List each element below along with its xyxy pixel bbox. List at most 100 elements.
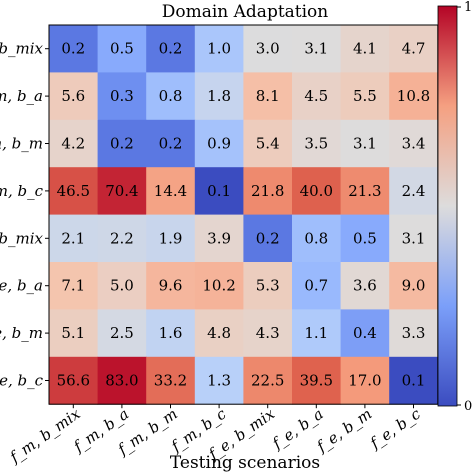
heatmap-cell-value: 17.0	[348, 372, 381, 390]
heatmap-cell-value: 3.9	[207, 229, 231, 247]
heatmap-cell-value: 21.8	[251, 182, 284, 200]
heatmap-cell-value: 5.1	[61, 324, 85, 342]
heatmap-cell-value: 4.5	[304, 87, 328, 105]
heatmap-cell	[49, 356, 99, 405]
colorbar	[437, 5, 458, 407]
heatmap-cell-value: 5.4	[256, 135, 280, 153]
x-tick-label: f_e, b_c	[366, 404, 424, 452]
heatmap-cell-value: 3.1	[402, 229, 426, 247]
heatmap-cell	[389, 356, 439, 405]
heatmap-cell	[194, 309, 244, 358]
heatmap-cell	[340, 119, 390, 168]
heatmap-cell-value: 3.1	[304, 40, 328, 58]
heatmap-cell-value: 40.0	[300, 182, 333, 200]
heatmap-cell-value: 1.8	[207, 87, 231, 105]
heatmap-cell	[340, 25, 390, 73]
heatmap-cell	[340, 262, 390, 310]
heatmap-cell	[97, 72, 147, 121]
heatmap-cell-value: 0.2	[256, 229, 280, 247]
heatmap-cell	[340, 214, 390, 263]
heatmap-cell	[243, 356, 293, 405]
heatmap-cell	[243, 262, 293, 310]
heatmap-cell	[292, 356, 342, 405]
heatmap-cell	[49, 25, 99, 73]
heatmap-cell	[97, 214, 147, 263]
heatmap-cell-value: 7.1	[61, 277, 85, 295]
heatmap-cell-value: 0.2	[159, 40, 183, 58]
x-axis-label: Testing scenarios	[170, 453, 320, 473]
heatmap-cell	[389, 25, 439, 73]
heatmap-cell	[97, 356, 147, 405]
heatmap-cell-value: 9.6	[159, 277, 183, 295]
heatmap-cell-value: 1.3	[207, 372, 231, 390]
heatmap-cell	[243, 25, 293, 73]
heatmap-cell-value: 2.1	[61, 229, 85, 247]
heatmap-cell	[243, 214, 293, 263]
heatmap-cell-value: 10.2	[202, 277, 235, 295]
heatmap-cell	[49, 309, 99, 358]
heatmap-cell-value: 10.8	[397, 87, 430, 105]
heatmap-cell-value: 3.3	[402, 324, 426, 342]
heatmap-cell	[97, 119, 147, 168]
heatmap-cell-value: 0.2	[61, 40, 85, 58]
heatmap-cell	[194, 25, 244, 73]
heatmap-cell	[389, 72, 439, 121]
heatmap-cell-value: 5.5	[353, 87, 377, 105]
heatmap-cell	[292, 262, 342, 310]
heatmap-cell-value: 3.4	[402, 135, 426, 153]
heatmap-cell-value: 33.2	[154, 372, 187, 390]
heatmap-cell-value: 0.2	[159, 135, 183, 153]
heatmap-cell-value: 56.6	[57, 372, 90, 390]
y-tick-label: f_e, b_c	[0, 372, 44, 390]
heatmap-cell-value: 3.5	[304, 135, 328, 153]
heatmap-cell	[243, 167, 293, 216]
heatmap-cell-value: 2.4	[402, 182, 426, 200]
heatmap-cell	[292, 72, 342, 121]
heatmap-cell	[146, 262, 196, 310]
y-tick-label: f_e, b_mix	[0, 229, 44, 247]
heatmap-cell	[389, 309, 439, 358]
heatmap-cell-value: 0.2	[110, 135, 134, 153]
heatmap-cell-value: 0.5	[353, 229, 377, 247]
heatmap-cell-value: 0.8	[159, 87, 183, 105]
heatmap-cell	[146, 214, 196, 263]
heatmap-cell-value: 4.3	[256, 324, 280, 342]
heatmap-cell-value: 39.5	[300, 372, 333, 390]
heatmap-cell	[340, 167, 390, 216]
heatmap-cell-value: 0.1	[207, 182, 231, 200]
heatmap-grid: 0.2 0.5 0.2 1.0 3.0 3.1 4.1 4.7 5.6 0.3 0.8 1.8 8.1 4…	[48, 24, 439, 405]
heatmap-cell-value: 5.6	[61, 87, 85, 105]
heatmap-cell-value: 0.7	[304, 277, 328, 295]
heatmap-cell	[49, 167, 99, 216]
heatmap-cell-value: 83.0	[105, 372, 138, 390]
heatmap-cell	[243, 309, 293, 358]
heatmap-cell	[97, 25, 147, 73]
heatmap-cell-value: 1.9	[159, 229, 183, 247]
heatmap-cell-value: 4.1	[353, 40, 377, 58]
heatmap-cell	[292, 25, 342, 73]
heatmap-cell	[49, 262, 99, 310]
heatmap-cell	[340, 72, 390, 121]
heatmap-cell-value: 8.1	[256, 87, 280, 105]
y-tick-label: f_m, b_a	[0, 87, 43, 105]
heatmap-cell	[97, 167, 147, 216]
heatmap-cell-value: 2.5	[110, 324, 134, 342]
heatmap-cell	[194, 119, 244, 168]
heatmap-cell	[340, 309, 390, 358]
heatmap-cell	[292, 167, 342, 216]
heatmap-cell	[146, 167, 196, 216]
heatmap-cell-value: 21.3	[348, 182, 381, 200]
heatmap-cell-value: 46.5	[57, 182, 90, 200]
heatmap-cell-value: 0.3	[110, 87, 134, 105]
heatmap-cell-value: 0.8	[304, 229, 328, 247]
heatmap-cell	[389, 214, 439, 263]
heatmap-cell	[194, 72, 244, 121]
y-tick-label: f_m, b_mix	[0, 40, 44, 58]
heatmap-cell	[49, 72, 99, 121]
heatmap-cell	[389, 167, 439, 216]
heatmap-cell-value: 0.5	[110, 40, 134, 58]
heatmap-cell	[194, 167, 244, 216]
heatmap-cell	[146, 119, 196, 168]
y-tick-label: f_e, b_m	[0, 324, 43, 342]
heatmap-cell-value: 4.7	[402, 40, 426, 58]
